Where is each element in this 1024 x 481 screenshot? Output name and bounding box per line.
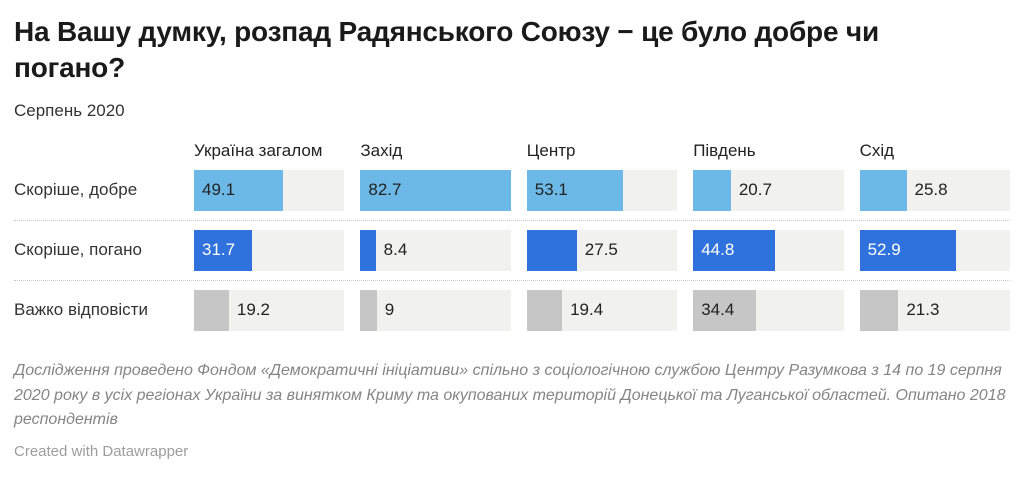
bar-value: 31.7 bbox=[202, 240, 236, 260]
table-row: Важко відповісти 19.2 9 19.4 34.4 21.3 bbox=[14, 289, 1010, 331]
column-header: Україна загалом bbox=[194, 140, 323, 160]
bar-cell: 44.8 bbox=[693, 229, 844, 271]
row-separator bbox=[14, 279, 1010, 281]
row-label: Скоріше, погано bbox=[14, 240, 142, 260]
bar-cell: 21.3 bbox=[859, 289, 1010, 331]
bar bbox=[526, 289, 563, 331]
table-header-row: Україна загалом Захід Центр Південь Схід bbox=[14, 141, 1010, 170]
column-header: Схід bbox=[859, 140, 895, 160]
bar bbox=[360, 289, 377, 331]
bar-value: 20.7 bbox=[738, 180, 772, 200]
bar bbox=[526, 169, 624, 211]
bar-value: 9 bbox=[384, 300, 395, 320]
bar-value: 49.1 bbox=[202, 180, 236, 200]
bar-value: 52.9 bbox=[867, 240, 901, 260]
bar-value: 27.5 bbox=[584, 240, 618, 260]
bar-value: 34.4 bbox=[701, 300, 735, 320]
bar-cell: 8.4 bbox=[360, 229, 511, 271]
bar bbox=[859, 169, 907, 211]
bar bbox=[194, 289, 229, 331]
chart-container: На Вашу думку, розпад Радянського Союзу … bbox=[14, 16, 1010, 461]
bar-cell: 19.2 bbox=[194, 289, 345, 331]
bar-value: 8.4 bbox=[383, 240, 408, 260]
bar-cell: 52.9 bbox=[859, 229, 1010, 271]
bar-table: Україна загалом Захід Центр Південь Схід Ско… bbox=[14, 141, 1010, 331]
bar bbox=[194, 169, 284, 211]
column-header: Захід bbox=[360, 140, 403, 160]
datawrapper-attribution: Created with Datawrapper bbox=[14, 443, 189, 461]
bar bbox=[194, 229, 252, 271]
chart-subtitle: Серпень 2020 bbox=[14, 100, 125, 120]
row-label: Скоріше, добре bbox=[14, 180, 138, 200]
bar-value: 21.3 bbox=[906, 300, 940, 320]
bar-cell: 19.4 bbox=[526, 289, 678, 331]
column-header: Центр bbox=[526, 140, 576, 160]
bar-value: 19.2 bbox=[236, 300, 270, 320]
bar-cell: 82.7 bbox=[360, 169, 511, 211]
bar-cell: 25.8 bbox=[859, 169, 1010, 211]
table-row: Скоріше, погано 31.7 8.4 27.5 44.8 52.9 bbox=[14, 229, 1010, 271]
chart-title: На Вашу думку, розпад Радянського Союзу … bbox=[14, 16, 879, 84]
bar bbox=[693, 169, 731, 211]
bar bbox=[693, 229, 775, 271]
row-label: Важко відповісти bbox=[14, 300, 148, 320]
bar bbox=[859, 289, 899, 331]
table-row: Скоріше, добре 49.1 82.7 53.1 20.7 25.8 bbox=[14, 169, 1010, 211]
bar bbox=[693, 289, 756, 331]
bar-cell: 34.4 bbox=[693, 289, 844, 331]
row-separator bbox=[14, 219, 1010, 221]
footer-notes: Дослідження проведено Фондом «Демократич… bbox=[14, 361, 1006, 429]
bar bbox=[526, 229, 577, 271]
bar-value: 19.4 bbox=[570, 300, 604, 320]
bar-value: 53.1 bbox=[534, 180, 568, 200]
bar-cell: 9 bbox=[360, 289, 511, 331]
bar-cell: 20.7 bbox=[693, 169, 844, 211]
bar-cell: 27.5 bbox=[526, 229, 678, 271]
bar bbox=[360, 169, 511, 211]
bar-cell: 49.1 bbox=[194, 169, 345, 211]
bar-value: 44.8 bbox=[701, 240, 735, 260]
bar-cell: 53.1 bbox=[526, 169, 678, 211]
bar bbox=[859, 229, 956, 271]
column-header: Південь bbox=[693, 140, 756, 160]
bar-value: 82.7 bbox=[368, 180, 402, 200]
bar bbox=[360, 229, 376, 271]
bar-value: 25.8 bbox=[914, 180, 948, 200]
bar-cell: 31.7 bbox=[194, 229, 345, 271]
